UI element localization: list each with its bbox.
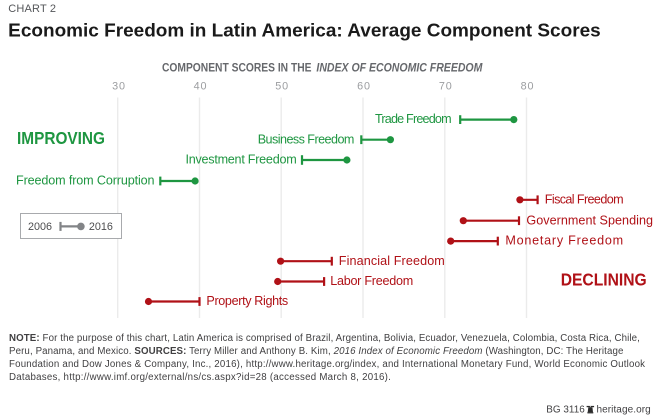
svg-text:Freedom from Corruption: Freedom from Corruption [16,174,155,188]
svg-text:80: 80 [521,80,535,92]
svg-text:Investment Freedom: Investment Freedom [186,153,297,167]
svg-text:2006: 2006 [28,221,52,233]
svg-text:heritage.org: heritage.org [596,404,650,415]
svg-text:Economic Freedom in Latin Amer: Economic Freedom in Latin America: Avera… [8,19,601,40]
svg-text:Trade Freedom: Trade Freedom [375,112,452,126]
svg-text:Labor Freedom: Labor Freedom [330,274,413,288]
svg-text:70: 70 [439,80,453,92]
svg-text:Fiscal Freedom: Fiscal Freedom [545,192,624,206]
svg-text:Peru, Panama, and Mexico. SOU: Peru, Panama, and Mexico. SOURCES: Terry… [9,346,623,357]
svg-text:40: 40 [194,80,208,92]
svg-text:NOTE: For the purpose of this: NOTE: For the purpose of this chart, Lat… [9,333,640,344]
svg-text:CHART 2: CHART 2 [8,3,56,15]
svg-text:2016: 2016 [89,221,113,233]
svg-text:BG 3116: BG 3116 [546,404,585,415]
svg-text:50: 50 [275,80,289,92]
svg-text:DECLINING: DECLINING [561,270,647,290]
svg-text:Foundation and Dow Jones & Com: Foundation and Dow Jones & Company, Inc.… [9,359,645,370]
svg-text:Business Freedom: Business Freedom [258,132,355,146]
svg-text:Government Spending: Government Spending [526,213,653,227]
svg-text:60: 60 [357,80,371,92]
svg-text:IMPROVING: IMPROVING [17,128,105,148]
svg-text:Databases, http://www.imf.org/: Databases, http://www.imf.org/external/n… [9,372,391,383]
svg-text:Financial Freedom: Financial Freedom [339,254,445,268]
svg-text:30: 30 [112,80,126,92]
svg-text:COMPONENT SCORES IN THE: COMPONENT SCORES IN THE [162,61,312,75]
svg-text:Monetary Freedom: Monetary Freedom [505,234,623,248]
svg-text:INDEX OF ECONOMIC FREEDOM: INDEX OF ECONOMIC FREEDOM [316,61,483,75]
svg-text:Property Rights: Property Rights [206,294,288,308]
